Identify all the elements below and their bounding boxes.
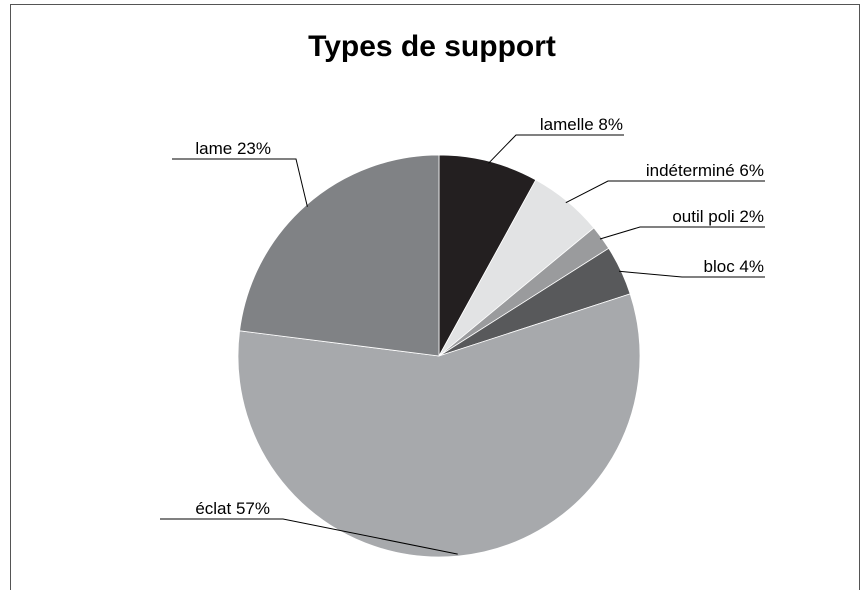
- leader-line-bloc: [619, 270, 765, 278]
- slice-label-outil-poli: outil poli 2%: [672, 207, 764, 226]
- slice-label-éclat: éclat 57%: [195, 499, 270, 518]
- pie-slice-éclat: [237, 293, 641, 558]
- slice-label-indéterminé: indéterminé 6%: [646, 161, 764, 180]
- pie-slice-lamelle: [438, 154, 537, 357]
- leader-line-indéterminé: [565, 180, 765, 204]
- pie-slice-lame: [239, 154, 440, 357]
- chart-frame: [10, 4, 860, 590]
- leader-line-lamelle: [488, 134, 624, 164]
- slice-label-bloc: bloc 4%: [704, 257, 764, 276]
- leader-line-éclat: [160, 518, 458, 555]
- slice-label-lamelle: lamelle 8%: [540, 115, 623, 134]
- chart-title: Types de support: [308, 30, 556, 63]
- slice-label-lame: lame 23%: [195, 139, 271, 158]
- leader-line-lame: [172, 158, 308, 207]
- leader-line-outil-poli: [599, 226, 765, 240]
